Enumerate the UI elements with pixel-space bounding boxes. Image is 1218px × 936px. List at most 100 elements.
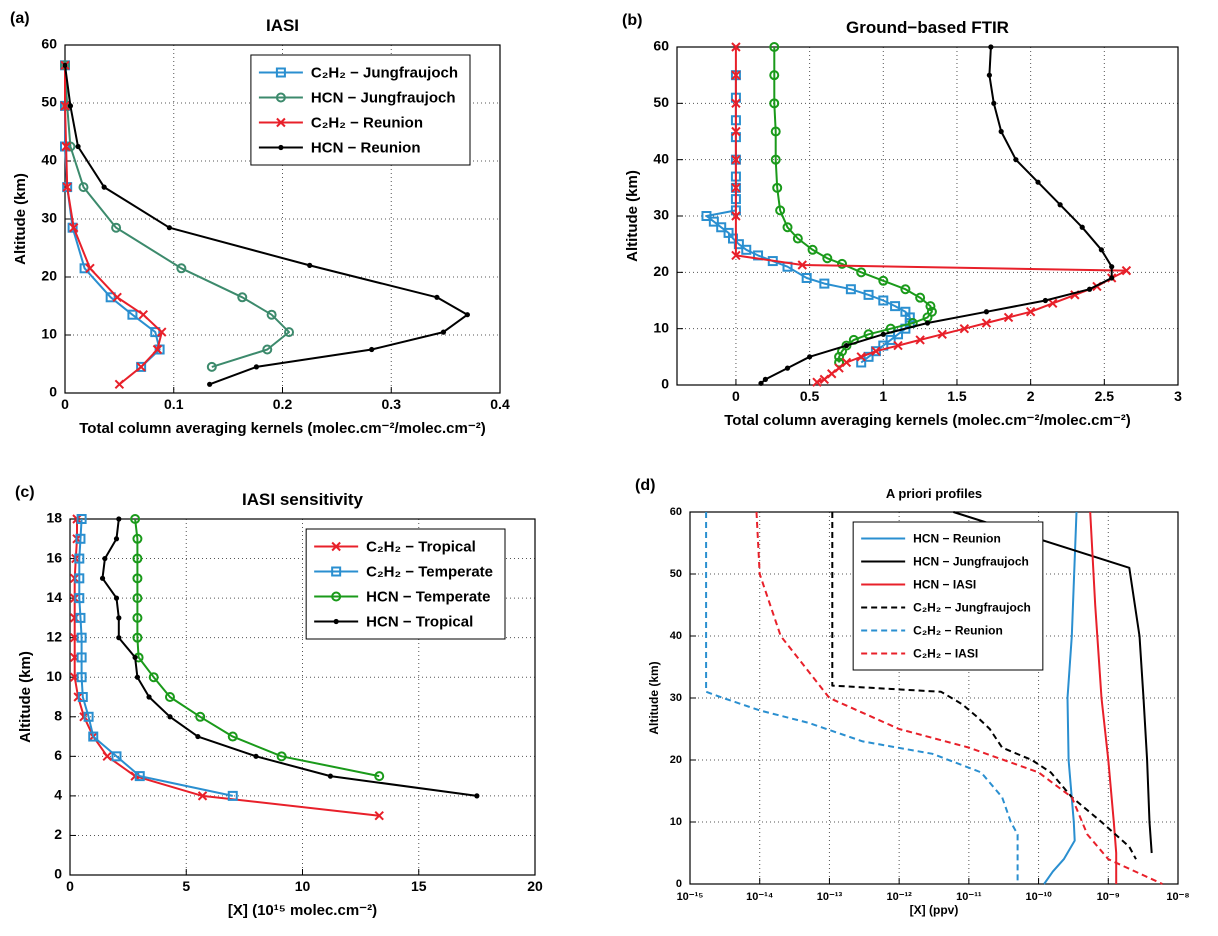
marker [925,301,936,312]
marker [253,753,259,759]
marker [227,790,238,801]
marker [176,263,187,274]
marker [900,284,911,295]
y-tick-label: 10 [670,816,682,828]
marker [111,222,122,233]
marker [801,272,812,283]
marker [148,672,159,683]
series-line [734,47,1128,384]
marker [741,244,752,255]
x-tick-label: 20 [527,878,543,894]
y-tick-label: 8 [54,707,62,723]
marker [138,309,149,320]
legend-marker [331,591,342,602]
marker [807,244,818,255]
x-axis-label: [X] (10¹⁵ molec.cm⁻²) [228,902,377,919]
marker [1025,307,1036,317]
legend-marker [275,92,286,103]
marker [78,182,89,193]
marker [266,309,277,320]
marker [111,751,122,762]
marker [843,342,850,349]
series-line [953,511,1153,854]
marker [893,340,903,351]
marker [731,126,741,137]
legend-label: HCN − Reunion [913,532,1001,546]
marker [797,260,807,270]
panel-label: (a) [10,10,30,27]
marker [837,258,848,269]
marker [85,263,95,274]
x-tick-label: 5 [182,878,190,894]
plot-frame [689,511,1179,885]
marker [991,100,997,106]
marker [770,126,781,137]
x-tick-label: 10⁻¹³ [817,891,843,903]
marker [276,751,287,762]
marker [998,128,1004,135]
x-tick-label: 0.1 [164,396,184,412]
y-tick-label: 40 [670,630,682,642]
y-axis-label: Altitude (km) [17,651,34,743]
y-tick-label: 0 [54,866,62,882]
marker [1109,264,1115,270]
marker [132,533,143,544]
marker [819,278,830,289]
marker [62,62,68,68]
marker [988,44,994,50]
marker [127,309,138,320]
marker [434,294,440,300]
marker [856,357,867,368]
panel-label: (d) [635,477,655,494]
legend-marker [333,618,339,625]
marker [731,98,741,109]
y-tick-label: 10 [653,319,669,335]
legend-label: C₂H₂ − Temperate [366,563,493,580]
series-line [773,47,933,363]
x-tick-label: 10⁻¹⁴ [746,891,773,903]
x-tick-label: 10 [295,878,311,894]
marker [105,292,116,303]
marker [132,553,143,564]
y-tick-label: 20 [653,263,669,279]
marker [150,327,161,338]
legend-marker [331,566,342,577]
marker [132,612,143,623]
marker [731,250,741,261]
marker [1057,202,1063,208]
marker [1098,247,1104,253]
series-line [1089,511,1118,884]
marker [915,335,925,345]
series-line [73,519,380,817]
marker [307,262,313,268]
x-tick-label: 2.5 [1095,388,1115,404]
marker [827,369,837,379]
marker [74,593,85,604]
marker [959,323,970,334]
marker [132,573,143,584]
marker [775,205,786,216]
marker [154,344,165,355]
marker [60,101,70,111]
series-line [831,512,1137,860]
x-tick-label: 0.4 [490,396,510,412]
marker [474,793,480,799]
marker [116,516,122,522]
panel-label: (c) [15,484,35,501]
chart-title: IASI [266,16,299,35]
legend-label: HCN − Jungfraujoch [913,555,1029,569]
y-tick-label: 14 [46,589,62,605]
marker [1086,286,1093,292]
y-tick-label: 30 [670,692,682,704]
marker [136,362,146,372]
y-tick-label: 0 [49,384,57,400]
marker [195,711,206,722]
marker [731,183,741,193]
x-tick-label: 1 [879,388,887,404]
series-line [78,518,234,797]
legend-label: HCN − Tropical [366,613,473,630]
x-axis-label: [X] (ppv) [910,903,959,917]
y-axis-label: Altitude (km) [624,170,641,262]
marker [134,674,141,680]
